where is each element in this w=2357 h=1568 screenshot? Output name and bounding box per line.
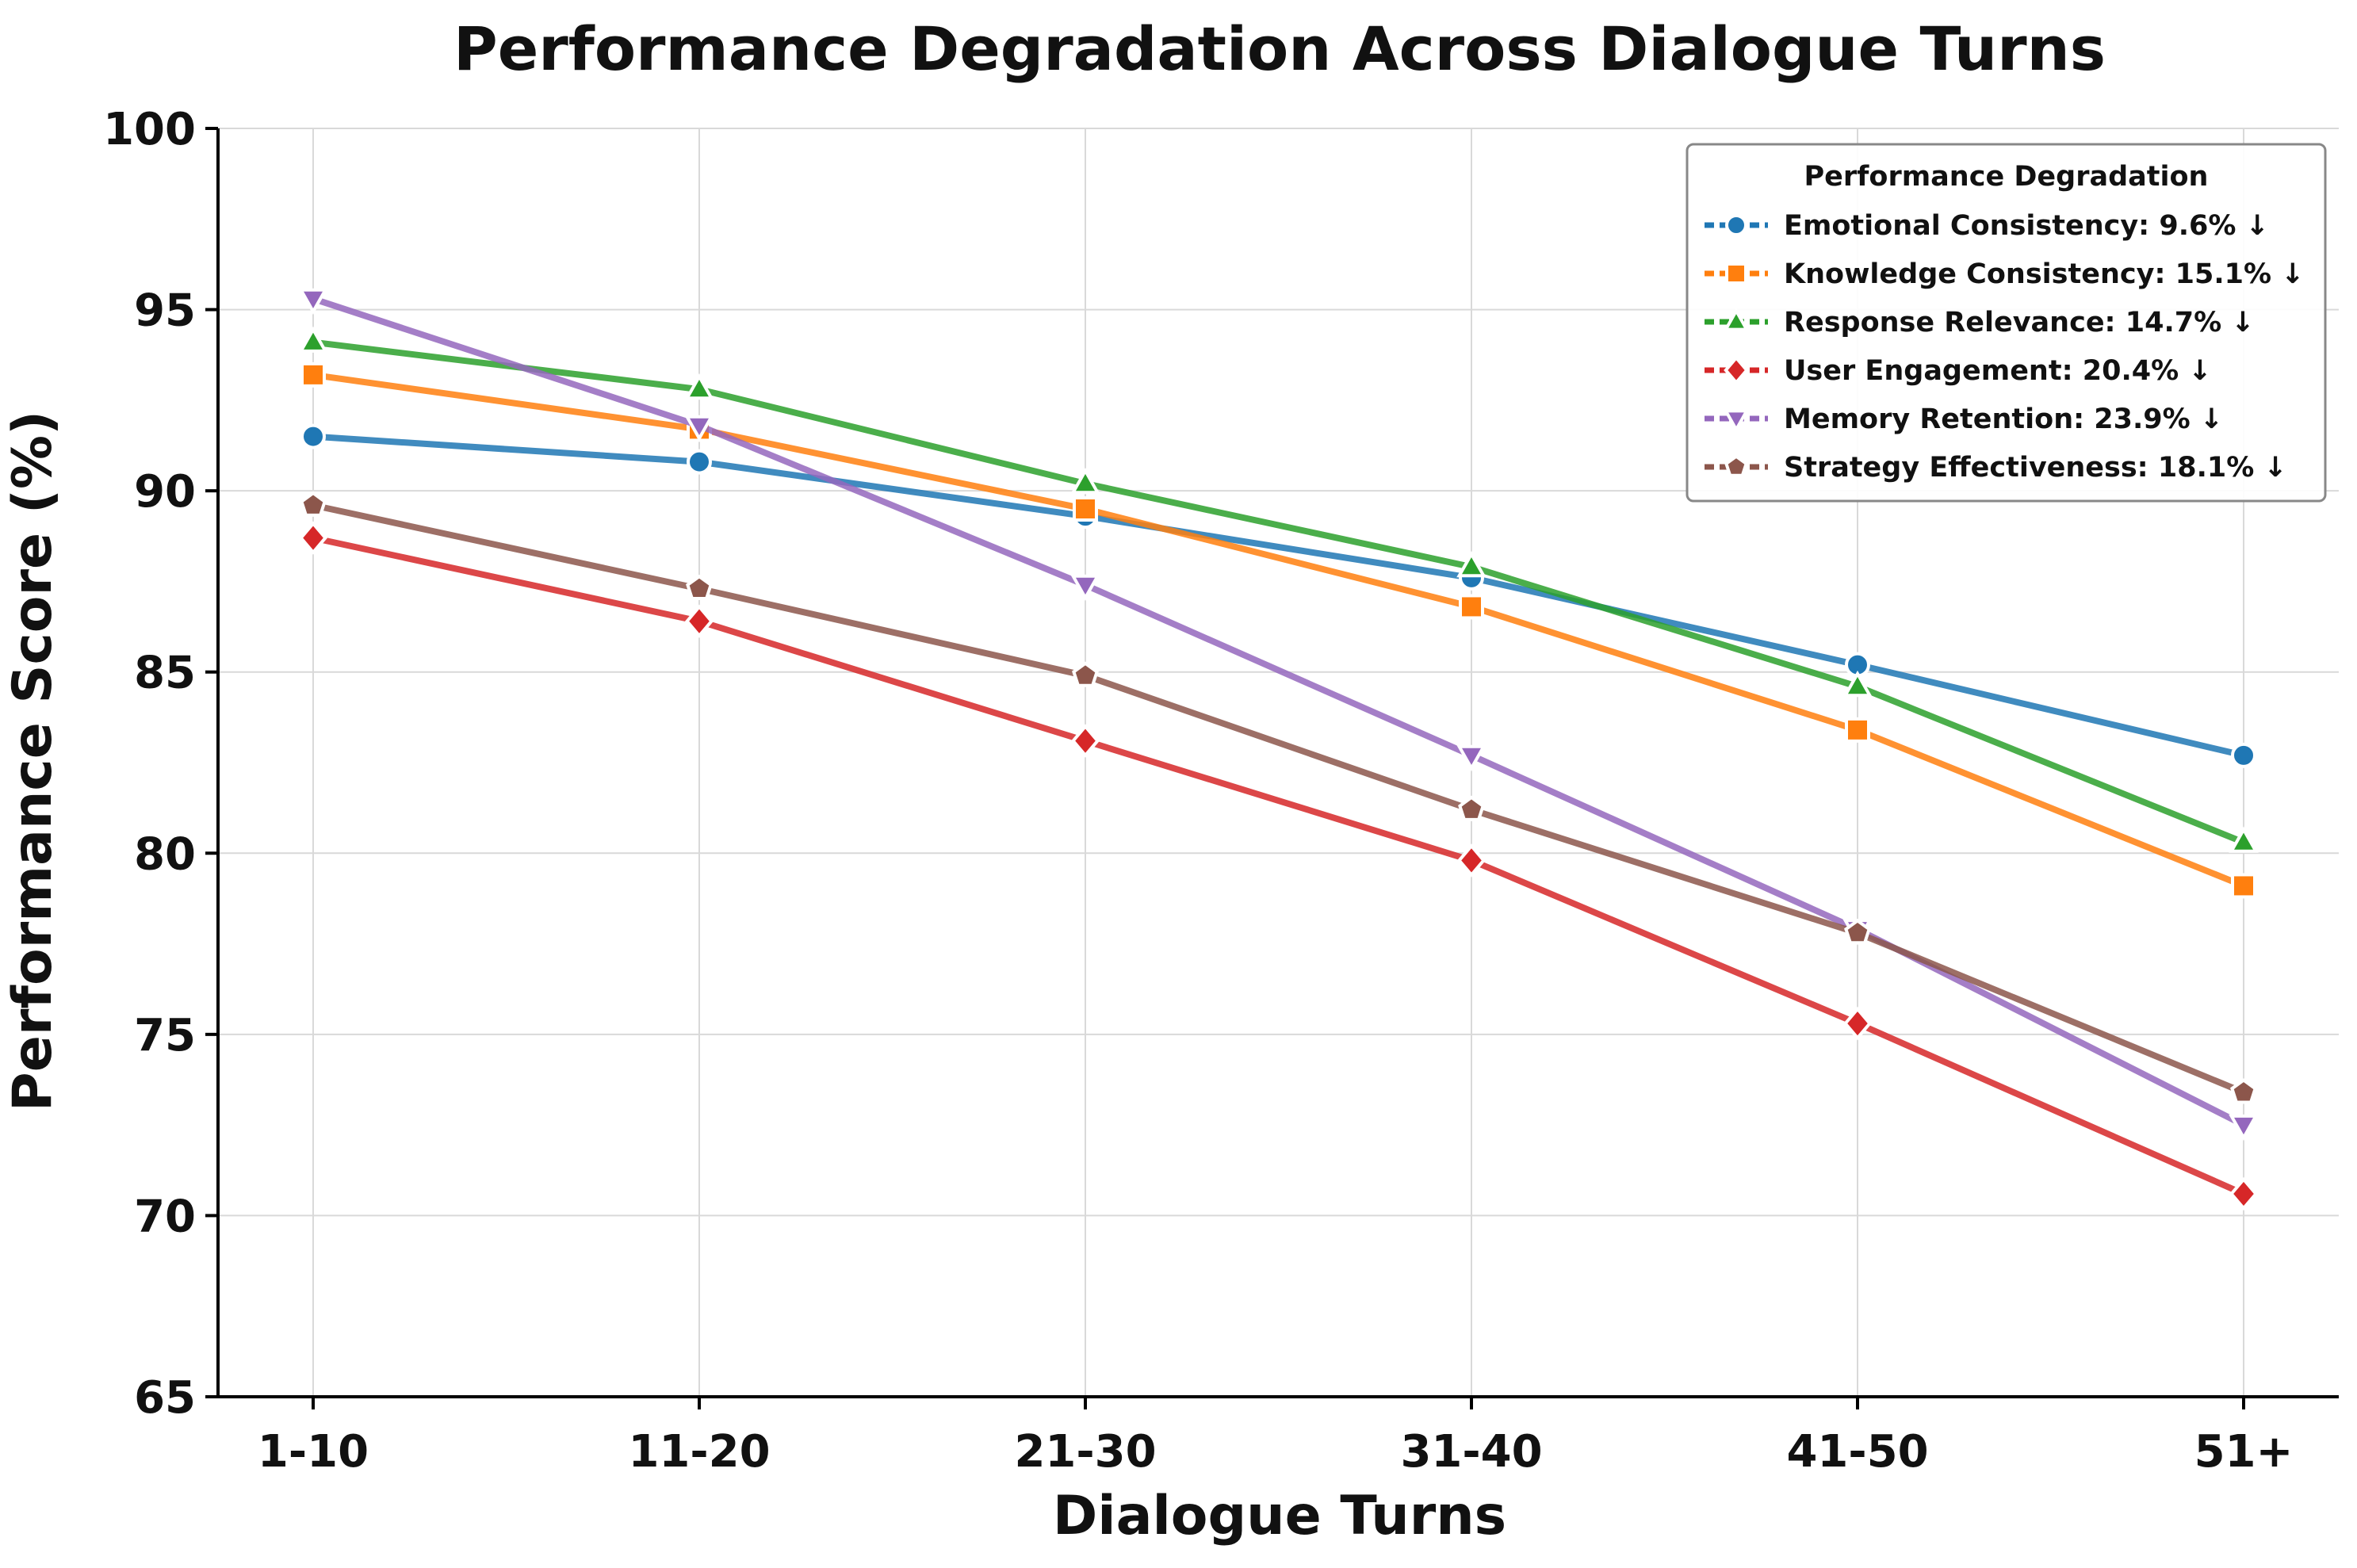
y-tick-label: 95: [134, 285, 196, 337]
data-point-user-engagement: [1456, 843, 1487, 878]
data-point-response-relevance: [1070, 467, 1100, 495]
y-tick-label: 90: [134, 466, 196, 518]
x-tick-label: 51+: [2194, 1426, 2294, 1478]
data-point-response-relevance: [2229, 826, 2259, 853]
legend-item-strategy-effectiveness: Strategy Effectiveness: 18.1% ↓: [1705, 452, 2287, 484]
legend-label: Knowledge Consistency: 15.1% ↓: [1784, 258, 2305, 290]
legend-item-emotional-consistency: Emotional Consistency: 9.6% ↓: [1705, 210, 2269, 242]
y-tick-label: 65: [134, 1372, 196, 1424]
data-point-strategy-effectiveness: [300, 491, 327, 517]
data-point-strategy-effectiveness: [1072, 661, 1099, 687]
x-tick-label: 21-30: [1014, 1426, 1156, 1478]
legend-item-user-engagement: User Engagement: 20.4% ↓: [1705, 355, 2212, 387]
data-point-knowledge-consistency: [1845, 717, 1870, 743]
data-point-user-engagement: [2229, 1176, 2259, 1211]
data-point-memory-retention: [684, 415, 714, 442]
data-point-strategy-effectiveness: [686, 574, 713, 600]
legend-item-response-relevance: Response Relevance: 14.7% ↓: [1705, 307, 2255, 338]
data-point-user-engagement: [1070, 724, 1100, 758]
data-point-response-relevance: [1456, 550, 1487, 578]
axes: 65 70 75 80 85 90 95 100 1-10 11-20 21-30 31-40 41-5…: [103, 104, 2339, 1478]
y-axis-label: Performance Score (%): [2, 411, 64, 1111]
data-point-response-relevance: [298, 326, 328, 353]
legend-marker: [1724, 355, 1749, 385]
legend-title: Performance Degradation: [1804, 161, 2209, 193]
series-strategy-effectiveness: [300, 491, 2257, 1104]
data-point-strategy-effectiveness: [2230, 1078, 2257, 1104]
legend-label: Memory Retention: 23.9% ↓: [1784, 403, 2223, 435]
data-point-emotional-consistency: [2231, 742, 2256, 768]
legend-box: [1685, 143, 2327, 503]
series-user-engagement: [298, 521, 2259, 1211]
legend-label: Response Relevance: 14.7% ↓: [1784, 307, 2255, 338]
legend-label: User Engagement: 20.4% ↓: [1784, 355, 2212, 387]
data-point-user-engagement: [684, 604, 714, 638]
chart-title: Performance Degradation Across Dialogue …: [453, 13, 2106, 84]
data-point-response-relevance: [684, 373, 714, 400]
y-tick-label: 85: [134, 648, 196, 699]
series-line-emotional-consistency: [310, 433, 2247, 759]
data-point-strategy-effectiveness: [1458, 795, 1485, 821]
data-point-knowledge-consistency: [1459, 594, 1484, 620]
legend-marker: [1723, 308, 1750, 331]
x-tick-label: 1-10: [258, 1426, 369, 1478]
y-tick-label: 70: [134, 1191, 196, 1242]
data-point-user-engagement: [298, 521, 328, 555]
x-tick-label: 11-20: [628, 1426, 770, 1478]
data-point-memory-retention: [1456, 744, 1487, 772]
legend-label: Emotional Consistency: 9.6% ↓: [1784, 210, 2269, 242]
legend-marker: [1725, 262, 1747, 285]
data-point-memory-retention: [1070, 574, 1100, 602]
data-point-knowledge-consistency: [1073, 496, 1098, 522]
legend-label: Strategy Effectiveness: 18.1% ↓: [1784, 452, 2287, 484]
series-line-strategy-effectiveness: [310, 502, 2247, 1096]
x-tick-label: 31-40: [1400, 1426, 1542, 1478]
series-response-relevance: [298, 326, 2259, 853]
series-line-knowledge-consistency: [310, 371, 2247, 889]
legend-marker: [1724, 454, 1748, 477]
data-point-response-relevance: [1842, 670, 1873, 698]
data-point-emotional-consistency: [687, 449, 712, 475]
data-point-memory-retention: [298, 288, 328, 316]
y-tick-label: 75: [134, 1010, 196, 1061]
y-tick-label: 80: [134, 828, 196, 880]
data-point-emotional-consistency: [300, 423, 326, 449]
x-tick-label: 41-50: [1786, 1426, 1928, 1478]
series-group: [298, 288, 2259, 1211]
data-point-knowledge-consistency: [2231, 873, 2256, 899]
x-axis-label: Dialogue Turns: [1053, 1485, 1506, 1547]
data-point-knowledge-consistency: [300, 361, 326, 388]
legend-marker: [1723, 409, 1750, 433]
legend-marker: [1725, 214, 1747, 236]
data-point-user-engagement: [1842, 1006, 1873, 1041]
y-tick-label: 100: [103, 104, 196, 155]
data-point-memory-retention: [2229, 1114, 2259, 1142]
series-line-user-engagement: [310, 534, 2247, 1197]
legend-item-memory-retention: Memory Retention: 23.9% ↓: [1705, 403, 2223, 435]
legend: Performance Degradation Emotional Consist…: [1685, 143, 2327, 503]
legend-item-knowledge-consistency: Knowledge Consistency: 15.1% ↓: [1705, 258, 2305, 290]
data-point-strategy-effectiveness: [1844, 919, 1871, 945]
series-line-response-relevance: [310, 338, 2247, 846]
